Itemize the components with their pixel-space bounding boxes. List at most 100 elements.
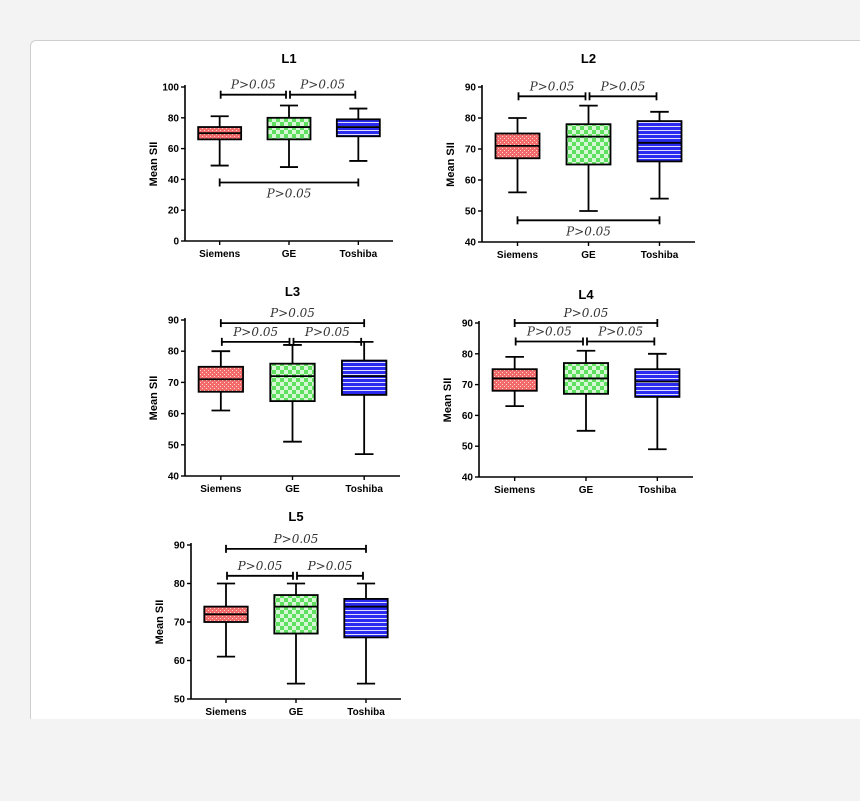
y-tick-label: 70 <box>462 380 474 391</box>
p-value-label: P>0.05 <box>237 559 283 573</box>
y-tick-label: 80 <box>465 114 477 125</box>
y-tick-label: 70 <box>174 618 186 629</box>
significance-bracket: P>0.05 <box>586 324 656 346</box>
x-tick-label: GE <box>581 250 596 261</box>
box-siemens <box>197 115 243 167</box>
x-tick-label: GE <box>285 484 300 495</box>
box-toshiba <box>636 110 683 200</box>
y-tick-label: 80 <box>462 349 474 360</box>
y-tick-label: 40 <box>462 473 474 484</box>
y-tick-label: 70 <box>168 378 180 389</box>
significance-bracket: P>0.05 <box>292 325 363 346</box>
y-tick-label: 40 <box>168 472 180 483</box>
p-value-label: P>0.05 <box>529 79 575 93</box>
p-value-label: P>0.05 <box>600 79 646 93</box>
significance-bracket: P>0.05 <box>516 216 661 238</box>
box-ge <box>565 104 612 212</box>
y-tick-label: 40 <box>168 175 180 186</box>
box-iqr <box>634 368 681 398</box>
x-tick-label: GE <box>579 485 594 496</box>
y-axis-label: Mean SII <box>148 376 160 421</box>
y-axis-label: Mean SII <box>445 142 457 187</box>
x-tick-label: GE <box>282 249 297 260</box>
y-tick-label: 60 <box>462 411 474 422</box>
chart-panel-l3: L3 Mean SII 40 50 60 70 80 90 Siemens GE Toshiba P>… <box>148 284 400 495</box>
p-value-label: P>0.05 <box>597 324 643 338</box>
box-toshiba <box>343 582 389 685</box>
chart-title: L2 <box>581 51 596 66</box>
y-tick-label: 80 <box>168 347 180 358</box>
p-value-label: P>0.05 <box>273 532 319 546</box>
x-tick-label: Siemens <box>205 707 247 718</box>
y-tick-label: 20 <box>168 206 180 217</box>
chart-panel-l5: L5 Mean SII 50 60 70 80 90 Siemens GE Toshiba P>0.… <box>154 509 401 718</box>
chart-title: L5 <box>288 509 303 524</box>
y-tick-label: 60 <box>174 656 186 667</box>
x-tick-label: Siemens <box>494 485 536 496</box>
chart-title: L1 <box>281 51 296 66</box>
y-tick-label: 70 <box>465 145 477 156</box>
box-siemens <box>494 117 541 194</box>
significance-bracket: P>0.05 <box>219 78 287 99</box>
chart-panel-l2: L2 Mean SII 40 50 60 70 80 90 Siemens GE Toshiba P>… <box>445 51 695 261</box>
p-value-label: P>0.05 <box>269 306 315 320</box>
significance-bracket: P>0.05 <box>219 306 366 328</box>
significance-bracket: P>0.05 <box>289 78 357 99</box>
significance-bracket: P>0.05 <box>226 559 294 580</box>
y-tick-label: 50 <box>465 207 477 218</box>
p-value-label: P>0.05 <box>307 559 353 573</box>
y-tick-label: 90 <box>174 541 186 552</box>
y-tick-label: 90 <box>465 83 477 94</box>
box-ge <box>269 344 316 443</box>
x-tick-label: Siemens <box>497 250 539 261</box>
p-value-label: P>0.05 <box>565 224 611 238</box>
significance-bracket: P>0.05 <box>218 178 360 200</box>
y-tick-label: 90 <box>462 319 474 330</box>
x-tick-label: Toshiba <box>345 484 383 495</box>
p-value-label: P>0.05 <box>526 324 572 338</box>
y-axis-label: Mean SII <box>154 600 166 645</box>
box-iqr <box>343 598 389 639</box>
y-tick-label: 0 <box>173 237 179 248</box>
chart-panel-l1: L1 Mean SII 0 20 40 60 80 100 Siemens GE Toshiba P>… <box>148 51 393 260</box>
significance-bracket: P>0.05 <box>296 559 364 580</box>
x-tick-label: Siemens <box>200 484 242 495</box>
y-tick-label: 50 <box>168 440 180 451</box>
box-iqr <box>266 116 312 141</box>
x-tick-label: Toshiba <box>340 249 378 260</box>
significance-bracket: P>0.05 <box>220 325 291 346</box>
y-tick-label: 60 <box>168 144 180 155</box>
x-tick-label: GE <box>289 707 304 718</box>
x-tick-label: Toshiba <box>347 707 385 718</box>
box-siemens <box>197 350 244 412</box>
y-tick-label: 80 <box>168 113 180 124</box>
box-iqr <box>273 594 319 635</box>
significance-bracket: P>0.05 <box>517 79 587 101</box>
p-value-label: P>0.05 <box>232 325 278 339</box>
boxplot-figure: L1 Mean SII 0 20 40 60 80 100 Siemens GE Toshiba P>… <box>148 50 718 718</box>
chart-title: L3 <box>285 284 300 299</box>
significance-bracket: P>0.05 <box>588 79 658 101</box>
p-value-label: P>0.05 <box>563 306 609 320</box>
box-toshiba <box>341 340 388 456</box>
chart-panel-l4: L4 Mean SII 40 50 60 70 80 90 Siemens GE Toshiba P>… <box>442 287 693 496</box>
x-tick-label: Toshiba <box>641 250 679 261</box>
box-iqr <box>491 368 538 392</box>
box-ge <box>266 104 312 168</box>
p-value-label: P>0.05 <box>266 186 312 200</box>
box-ge <box>273 582 319 685</box>
y-tick-label: 80 <box>174 579 186 590</box>
y-axis-label: Mean SII <box>148 142 160 187</box>
p-value-label: P>0.05 <box>230 78 276 92</box>
box-iqr <box>341 359 388 396</box>
box-iqr <box>636 120 683 163</box>
box-iqr <box>269 362 316 403</box>
y-tick-label: 50 <box>462 442 474 453</box>
box-siemens <box>491 355 538 408</box>
box-toshiba <box>634 352 681 451</box>
y-tick-label: 60 <box>168 409 180 420</box>
boxplot-figure-svg: L1 Mean SII 0 20 40 60 80 100 Siemens GE Toshiba P>… <box>148 51 695 718</box>
y-tick-label: 40 <box>465 238 477 249</box>
p-value-label: P>0.05 <box>299 78 345 92</box>
box-ge <box>562 349 610 432</box>
